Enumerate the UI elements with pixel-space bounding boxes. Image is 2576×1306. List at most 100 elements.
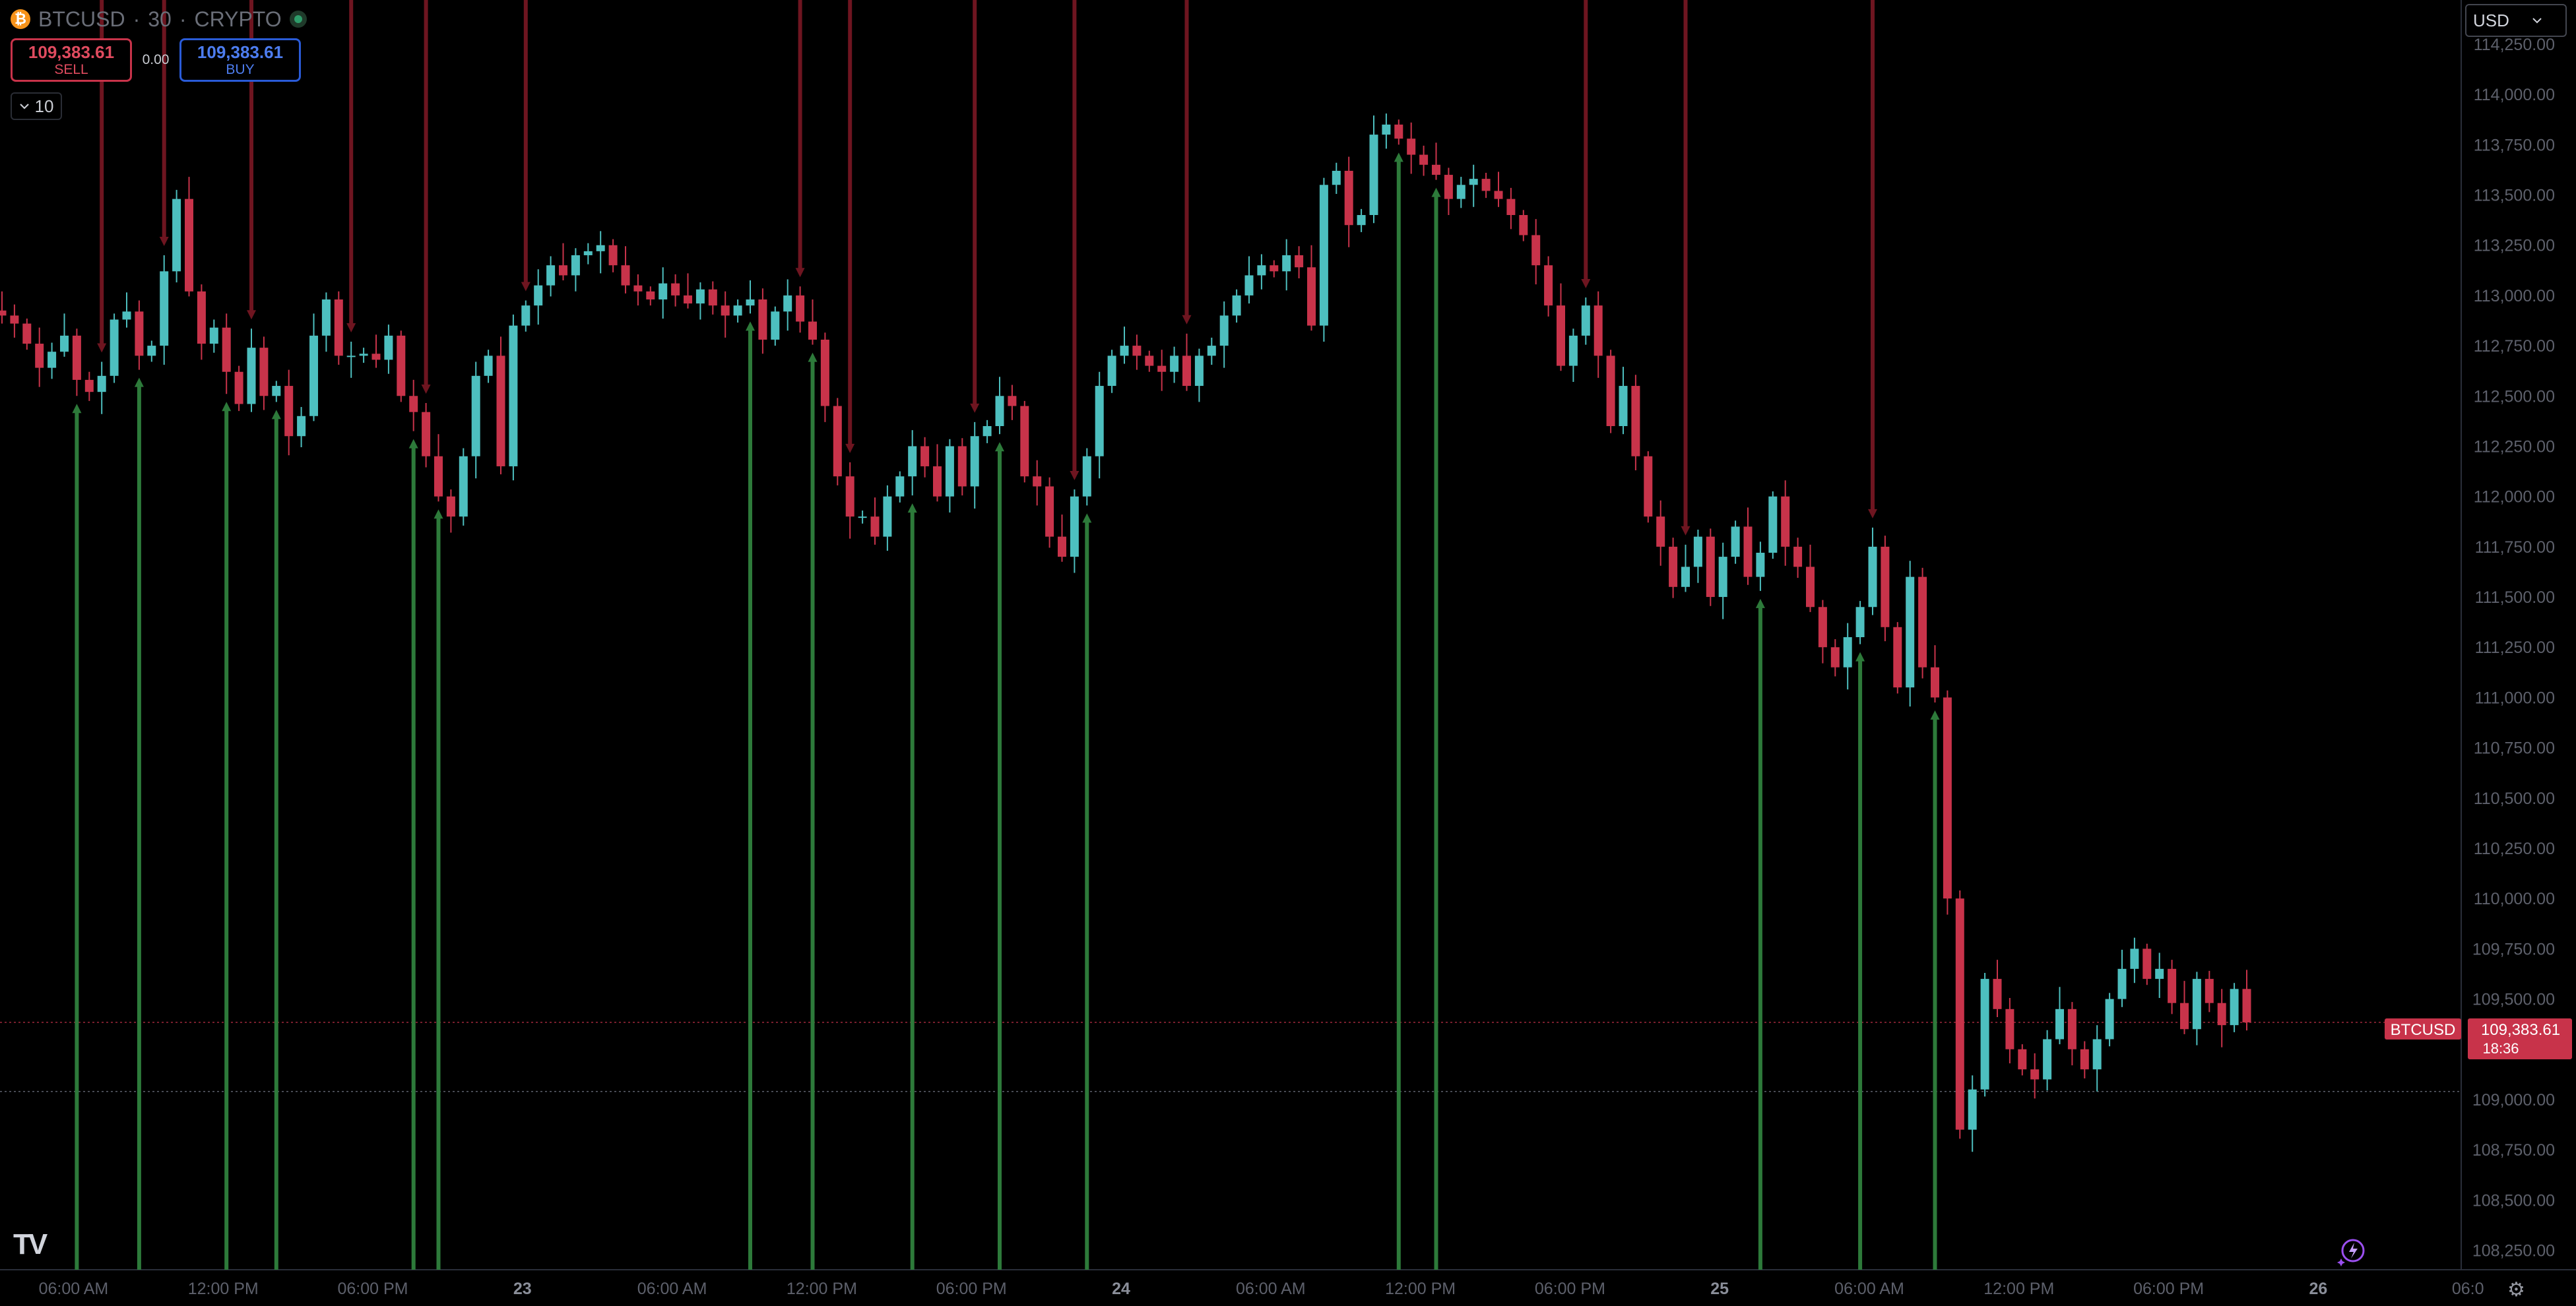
time-tick-label: 23 — [513, 1280, 532, 1298]
sell-price: 109,383.61 — [28, 42, 115, 62]
candle — [1644, 451, 1653, 523]
time-tick-label: 06:00 PM — [1535, 1280, 1605, 1298]
candle — [659, 267, 668, 319]
last-price-tag: BTCUSD 109,383.61 18:36 — [2385, 1018, 2572, 1059]
candle — [97, 361, 106, 414]
price-tick-label: 111,000.00 — [2475, 689, 2555, 707]
candle — [1157, 350, 1167, 391]
candle — [1918, 567, 1927, 679]
lightning-icon[interactable] — [2336, 1236, 2366, 1266]
symbol-name[interactable]: BTCUSD — [38, 7, 125, 31]
candle — [2067, 1002, 2077, 1066]
currency-select[interactable]: USD — [2465, 4, 2567, 37]
candle — [982, 420, 992, 443]
candle — [1194, 348, 1204, 402]
price-tick-label: 108,500.00 — [2472, 1191, 2555, 1210]
candle — [60, 313, 69, 357]
sell-signal-arrow — [97, 343, 107, 353]
sell-signal-arrow — [845, 443, 855, 453]
symbol-header[interactable]: ₿ BTCUSD · 30 · CRYPTO — [11, 5, 307, 33]
candle — [2043, 1030, 2052, 1091]
candle — [1893, 622, 1902, 694]
candle — [1307, 245, 1316, 331]
candle — [1244, 256, 1254, 304]
candle — [259, 336, 269, 410]
buy-signal-arrow — [1930, 710, 1940, 720]
candle — [2180, 981, 2189, 1034]
buy-signal-arrow — [1082, 513, 1092, 523]
time-axis[interactable]: 06:00 AM 12:00 PM 06:00 PM 23 06:00 AM 12:00 … — [39, 1280, 2484, 1298]
candle — [1132, 334, 1142, 370]
candle — [222, 313, 231, 394]
candle — [185, 177, 193, 297]
candle — [1830, 639, 1840, 677]
time-tick-label: 12:00 PM — [188, 1280, 259, 1298]
candle — [1082, 448, 1091, 506]
candle — [833, 398, 842, 485]
candle — [297, 407, 306, 447]
candle — [2230, 983, 2239, 1032]
candle — [160, 255, 169, 365]
price-tag-symbol: BTCUSD — [2391, 1021, 2456, 1039]
candle — [1868, 527, 1877, 615]
candle — [234, 365, 243, 412]
candle — [2018, 1044, 2027, 1076]
candle — [122, 292, 131, 328]
candle — [583, 243, 593, 264]
market-status-icon[interactable] — [289, 11, 307, 28]
candle — [135, 300, 144, 370]
candles — [0, 113, 2251, 1152]
candle — [1170, 346, 1179, 383]
interval[interactable]: 30 — [148, 7, 172, 31]
price-tick-label: 111,500.00 — [2475, 588, 2555, 607]
sell-button[interactable]: 109,383.61 SELL — [11, 38, 132, 82]
buy-signal-arrow — [746, 321, 755, 331]
candle — [933, 444, 942, 502]
spread-value: 0.00 — [142, 52, 170, 67]
candle — [571, 248, 580, 292]
candle — [1693, 529, 1702, 583]
exchange: CRYPTO — [194, 7, 282, 31]
candle — [1008, 385, 1017, 420]
buy-signal-arrow — [434, 509, 443, 519]
candle — [1145, 350, 1154, 372]
candle — [1669, 538, 1678, 598]
candle — [808, 299, 817, 345]
candle — [1419, 145, 1429, 176]
candle — [346, 342, 356, 378]
candle — [1806, 544, 1815, 612]
candle — [1706, 528, 1715, 606]
candle — [870, 497, 880, 545]
candle — [957, 438, 967, 496]
candle — [1519, 210, 1528, 241]
candle — [1182, 333, 1191, 391]
candle — [1544, 256, 1553, 317]
buy-signal-arrow — [1394, 152, 1403, 162]
candle — [1656, 500, 1665, 566]
candle — [970, 421, 979, 509]
buy-button[interactable]: 109,383.61 BUY — [179, 38, 301, 82]
candle — [845, 462, 854, 539]
time-tick-label: 06:00 PM — [936, 1280, 1007, 1298]
separator: · — [133, 7, 141, 31]
candle — [72, 328, 81, 396]
candle — [1033, 460, 1042, 506]
candle — [1531, 219, 1541, 285]
buy-signal-arrow — [72, 404, 82, 414]
time-tick-label: 24 — [1112, 1280, 1130, 1298]
tradingview-logo[interactable]: TV — [13, 1228, 48, 1260]
candle — [35, 327, 44, 387]
price-tick-label: 110,250.00 — [2474, 840, 2555, 858]
time-tick-label: 06:0 — [2452, 1280, 2484, 1298]
price-axis[interactable]: 108,250.00 108,500.00 108,750.00 109,000.00… — [2472, 36, 2555, 1260]
settings-gear-icon[interactable]: ⚙ — [2507, 1279, 2525, 1301]
candle — [321, 292, 331, 352]
candle — [2142, 943, 2152, 985]
buy-signal-arrow — [1855, 652, 1865, 662]
indicators-toggle[interactable]: 10 — [11, 92, 62, 120]
candle — [1282, 239, 1291, 291]
candle — [1219, 301, 1229, 368]
price-tick-label: 109,500.00 — [2472, 991, 2555, 1009]
candle — [1494, 171, 1503, 207]
